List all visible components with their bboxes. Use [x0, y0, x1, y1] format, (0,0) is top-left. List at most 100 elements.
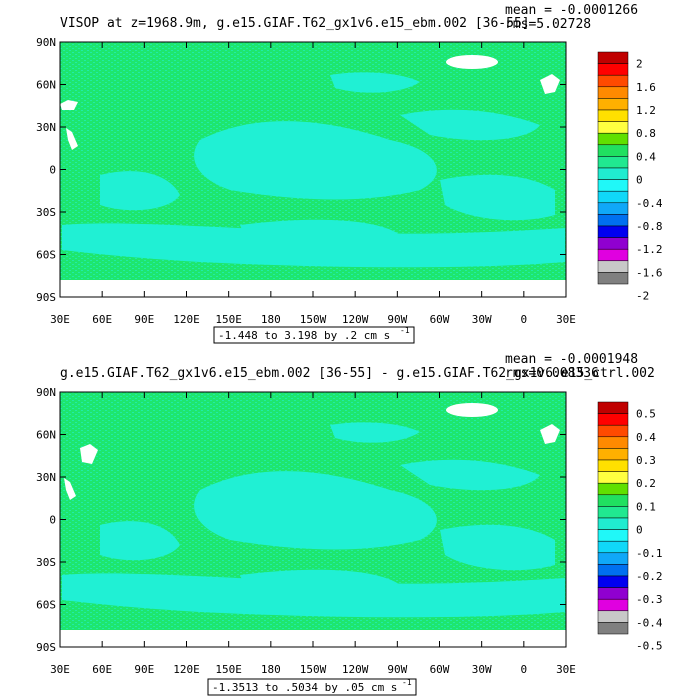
panel-2: g.e15.GIAF.T62_gx1v6.e15_ebm.002 [36-55]… [36, 352, 663, 696]
lon-label: 120E [173, 663, 200, 676]
lon-label: 90W [387, 663, 407, 676]
panel-1-range-box: -1.448 to 3.198 by .2 cm s -1 [213, 326, 415, 344]
lon-label: 30E [50, 663, 70, 676]
colorbar-swatch [597, 482, 629, 496]
colorbar-label: 0.3 [636, 454, 656, 467]
lon-label: 30E [50, 313, 70, 326]
lon-label: 30W [472, 313, 492, 326]
colorbar-swatch [597, 598, 629, 612]
panel-1-rms: rms=5.02728 [505, 17, 591, 32]
colorbar-label: -0.4 [636, 197, 663, 210]
lon-label: 180 [261, 313, 281, 326]
lat-label: 60S [36, 249, 56, 262]
colorbar-swatch [597, 63, 629, 76]
lon-label: 90E [134, 313, 154, 326]
lon-label: 150E [215, 313, 242, 326]
colorbar-swatch [597, 86, 629, 99]
lat-label: 30N [36, 471, 56, 484]
panel-2-range-box: -1.3513 to .5034 by .05 cm s -1 [207, 678, 417, 696]
lon-label: 120W [342, 313, 369, 326]
colorbar-swatch [597, 587, 629, 600]
lon-label: 150E [215, 663, 242, 676]
colorbar-swatch [597, 156, 629, 169]
colorbar-label: -0.1 [636, 547, 663, 560]
panel-1-lat-axis: 90N 60N 30N 0 30S 60S 90S [36, 36, 566, 304]
lat-label: 60N [36, 429, 56, 442]
lon-label: 0 [521, 663, 528, 676]
panel-1-range-label: -1.448 to 3.198 by .2 cm s [218, 329, 390, 342]
panel-2-map: 90N 60N 30N 0 30S 60S 90S 30E 60E 90E 120E 150E 180… [36, 386, 576, 676]
lon-label: 60W [430, 313, 450, 326]
colorbar-label: 0.4 [636, 431, 656, 444]
colorbar-swatch [597, 132, 629, 146]
panel-2-lon-axis: 30E 60E 90E 120E 150E 180 150W 120W 90W 60W 30W 0 30… [50, 392, 576, 676]
lon-label: 90E [134, 663, 154, 676]
panel-2-lat-axis: 90N 60N 30N 0 30S 60S 90S [36, 386, 566, 654]
colorbar-label: 0.4 [636, 150, 656, 163]
lat-label: 30S [36, 206, 56, 219]
lon-label: 90W [387, 313, 407, 326]
panel-2-range-label: -1.3513 to .5034 by .05 cm s [212, 681, 397, 694]
colorbar-label: 0.1 [636, 500, 656, 513]
lat-label: 0 [49, 164, 56, 177]
lat-label: 0 [49, 514, 56, 527]
colorbar-swatch [597, 214, 629, 227]
colorbar-swatch [597, 610, 629, 623]
lat-label: 30N [36, 121, 56, 134]
panel-1-title: VISOP at z=1968.9m, g.e15.GIAF.T62_gx1v6… [60, 16, 530, 31]
colorbar-label: -2 [636, 290, 649, 303]
panel-1-range-exponent: -1 [400, 326, 410, 335]
colorbar-label: -0.2 [636, 570, 663, 583]
lon-label: 60W [430, 663, 450, 676]
colorbar-swatch [597, 260, 629, 273]
colorbar-swatch [597, 74, 629, 88]
lon-label: 150W [300, 663, 327, 676]
colorbar-swatch [597, 564, 629, 577]
colorbar-label: -0.4 [636, 616, 663, 629]
colorbar-swatch [597, 540, 629, 554]
colorbar-swatch [597, 494, 629, 507]
colorbar-swatch [597, 552, 629, 565]
colorbar-swatch [597, 272, 629, 285]
lat-label: 30S [36, 556, 56, 569]
panel-1-lon-axis: 30E 60E 90E 120E 150E 180 150W 120W 90W 60W 30W 0 30… [50, 42, 576, 326]
colorbar-swatch [597, 190, 629, 204]
colorbar-label: -0.3 [636, 593, 663, 606]
lon-label: 30E [556, 663, 576, 676]
lat-label: 60S [36, 599, 56, 612]
colorbar-swatch [597, 529, 629, 542]
colorbar-swatch [597, 622, 629, 635]
colorbar-swatch [597, 51, 629, 64]
colorbar-label: 0 [636, 524, 643, 537]
colorbar-label: 1.2 [636, 104, 656, 117]
lat-label: 90N [36, 386, 56, 399]
colorbar-swatch [597, 459, 629, 472]
colorbar-swatch [597, 413, 629, 426]
colorbar-swatch [597, 448, 629, 461]
colorbar-swatch [597, 248, 629, 262]
colorbar-label: 2 [636, 58, 643, 71]
colorbar-label: 0.2 [636, 477, 656, 490]
colorbar-swatch [597, 506, 629, 519]
colorbar-label: 0.5 [636, 408, 656, 421]
colorbar-swatch [597, 144, 629, 157]
colorbar-swatch [597, 179, 629, 192]
panel-2-mean: mean = -0.0001948 [505, 352, 638, 367]
panel-1: VISOP at z=1968.9m, g.e15.GIAF.T62_gx1v6… [36, 3, 663, 344]
colorbar-swatch [597, 401, 629, 414]
lon-label: 60E [92, 313, 112, 326]
lon-label: 30W [472, 663, 492, 676]
colorbar-swatch [597, 225, 629, 238]
lon-label: 30E [556, 313, 576, 326]
colorbar-label: -0.8 [636, 220, 663, 233]
panel-2-colorbar: 0.5 0.4 0.3 0.2 0.1 0 -0.1 -0.2 -0.3 -0.4 -0.5 [597, 401, 663, 653]
lon-label: 150W [300, 313, 327, 326]
colorbar-swatch [597, 98, 629, 111]
colorbar-swatch [597, 471, 629, 484]
colorbar-swatch [597, 121, 629, 134]
lat-label: 90S [36, 641, 56, 654]
colorbar-swatch [597, 109, 629, 122]
lat-label: 60N [36, 79, 56, 92]
colorbar-label: -1.2 [636, 243, 663, 256]
